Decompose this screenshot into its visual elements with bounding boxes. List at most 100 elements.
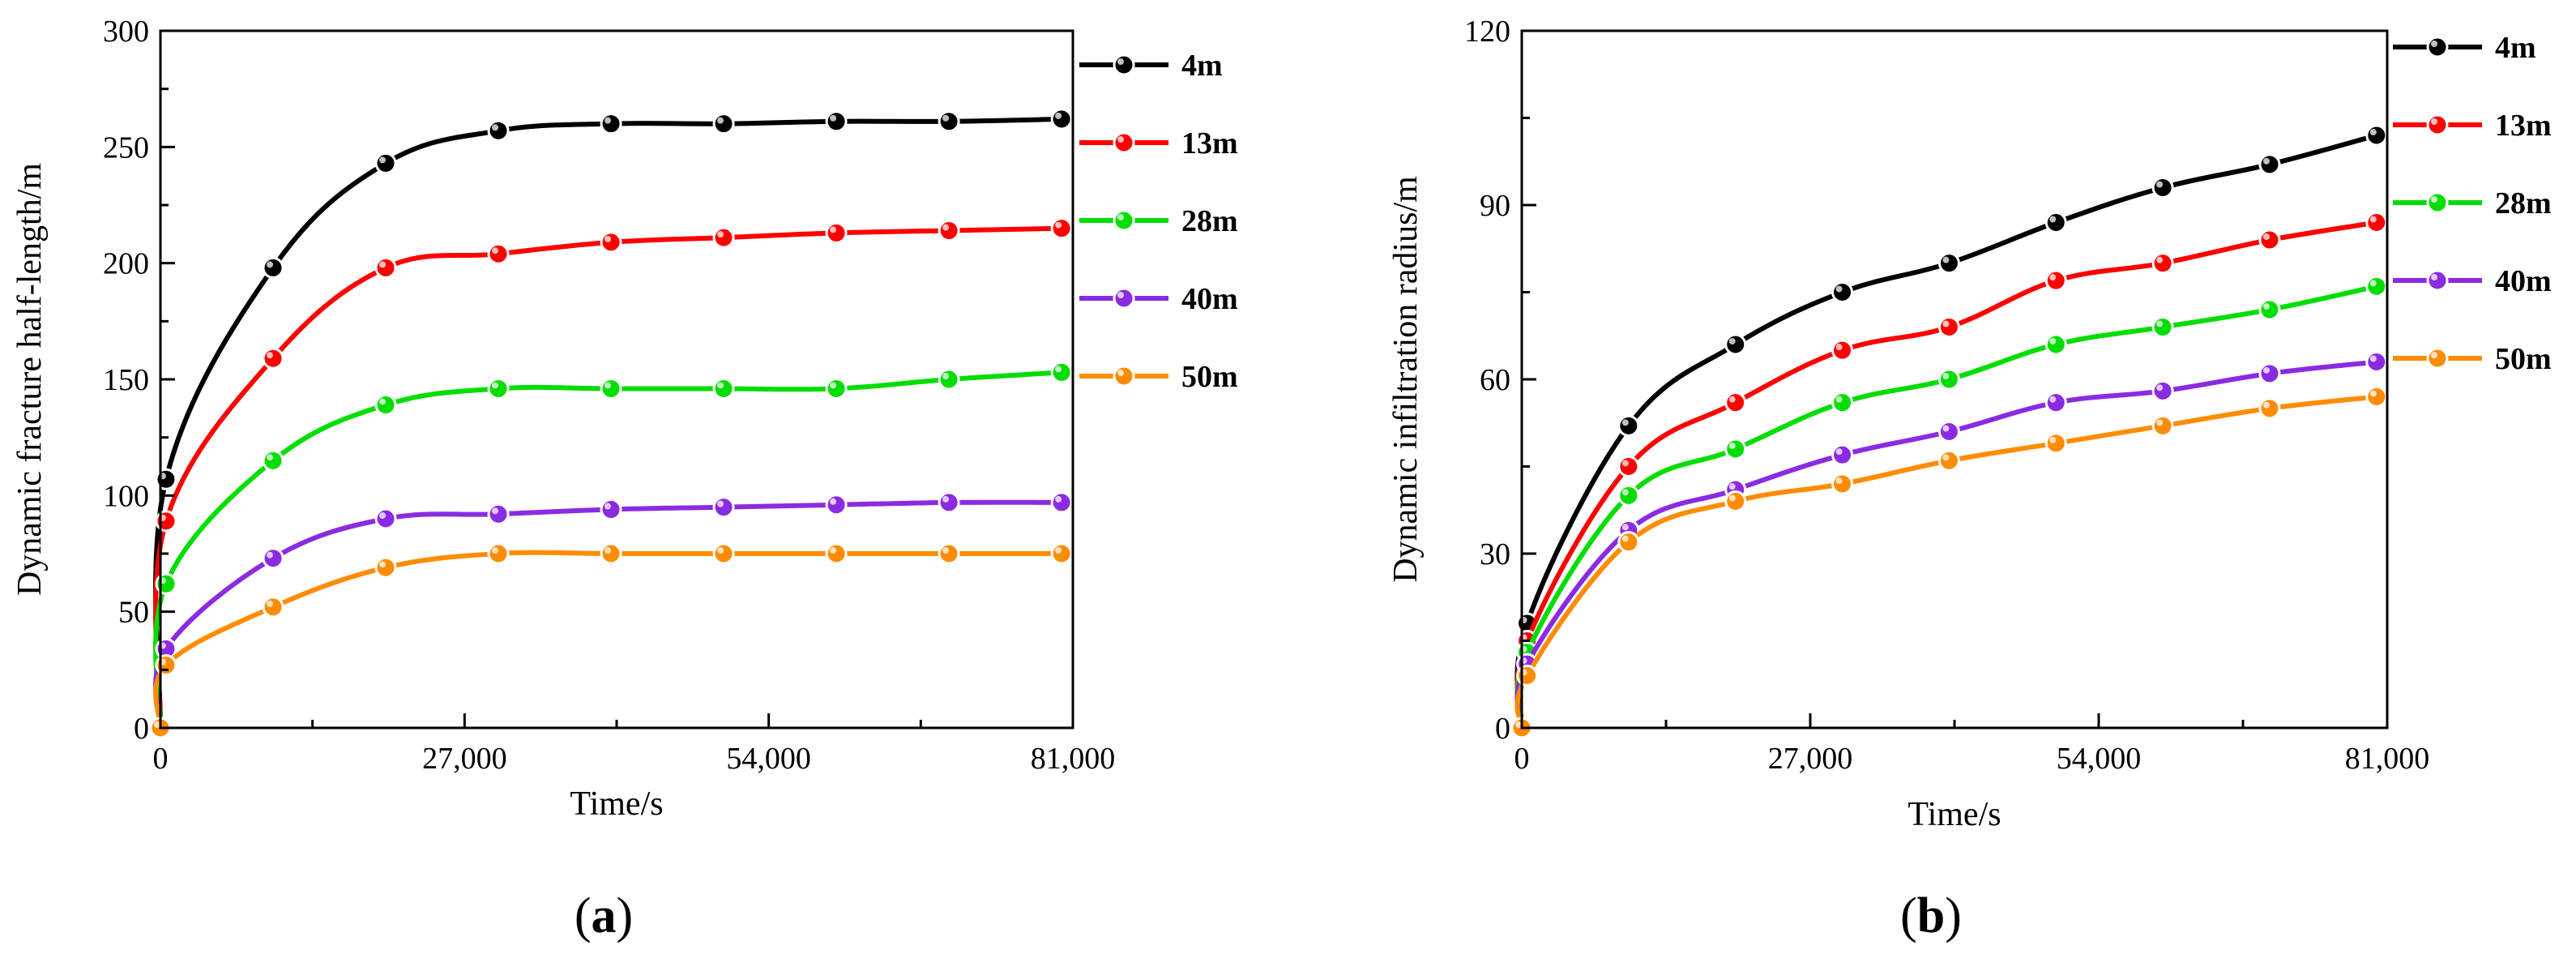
panel-b-legend-label-50m: 50m (2495, 342, 2552, 376)
panel-b-marker-28m-6 (2044, 333, 2067, 356)
panel-a-y-tick-label-1: 50 (118, 596, 149, 630)
panel-a-series-50m (149, 542, 1073, 739)
panel-a-legend: 4m 13m 28m 40m 50m (1079, 49, 1238, 394)
panel-a-marker-50m-6 (712, 542, 735, 565)
panel-b-x-tick-label-1: 27,000 (1768, 742, 1853, 776)
panel-b-legend-label-4m: 4m (2495, 31, 2536, 65)
panel-b-legend: 4m 13m 28m 40m 50m (2393, 31, 2552, 376)
panel-b-marker-shine-40m-4 (1835, 448, 1843, 456)
panel-b-marker-13m-7 (2151, 252, 2174, 275)
panel-b-marker-shine-28m-4 (1835, 396, 1843, 403)
panel-b-marker-4m-9 (2365, 124, 2388, 147)
panel-b-legend-label-13m: 13m (2495, 109, 2552, 143)
panel-b-marker-13m-5 (1937, 316, 1960, 338)
panel-a-marker-shine-50m-8 (942, 547, 950, 554)
panel-b-marker-shine-40m-8 (2262, 366, 2270, 374)
panel-a-marker-28m-2 (262, 449, 284, 472)
panel-a-series-line-4m (153, 116, 1065, 730)
panel-b-marker-shine-13m-8 (2262, 233, 2270, 240)
panel-b-caption-letter: b (1917, 888, 1945, 943)
panel-b-marker-shine-13m-4 (1835, 344, 1843, 351)
panel-a-marker-40m-7 (825, 494, 848, 516)
panel-a-marker-shine-50m-2 (267, 600, 274, 607)
panel-b-legend-marker-shine-40m (2431, 274, 2437, 280)
panel-b-marker-50m-2 (1617, 531, 1640, 554)
panel-a-marker-50m-9 (1050, 542, 1073, 565)
panel-b-legend-marker-shine-13m (2431, 118, 2437, 125)
panel-b-marker-50m-5 (1937, 449, 1960, 472)
panel-a-y-tick-label-4: 200 (103, 247, 149, 281)
panel-b-legend-marker-50m (2426, 347, 2449, 370)
panel-a-marker-13m-7 (825, 221, 848, 244)
panel-a-marker-50m-2 (262, 596, 284, 618)
panel-a-y-axis-title: Dynamic fracture half-length/m (11, 163, 49, 596)
panel-a-marker-28m-5 (600, 377, 622, 400)
panel-b-marker-28m-3 (1724, 438, 1747, 460)
panel-a-legend-marker-shine-50m (1117, 370, 1124, 376)
panel-b-legend-marker-13m (2426, 113, 2449, 136)
panel-a-series-40m (149, 491, 1073, 739)
panel-b-marker-13m-3 (1724, 392, 1747, 414)
panel-a-legend-label-50m: 50m (1181, 360, 1238, 394)
panel-b-marker-shine-50m-2 (1621, 535, 1629, 542)
panel-b-marker-shine-13m-7 (2156, 256, 2164, 263)
panel-a-marker-shine-13m-8 (942, 224, 950, 231)
panel-b-marker-40m-8 (2258, 362, 2281, 385)
panel-b-marker-shine-28m-5 (1942, 373, 1950, 379)
panel-a-marker-shine-13m-3 (379, 261, 387, 268)
panel-a-marker-shine-40m-8 (942, 495, 950, 503)
panel-a-legend-label-40m: 40m (1181, 282, 1238, 316)
panel-a-legend-label-4m: 4m (1181, 49, 1223, 83)
panel-a-marker-28m-4 (487, 377, 510, 400)
panel-a-legend-label-28m: 28m (1181, 204, 1238, 238)
panel-a-marker-shine-40m-3 (379, 512, 387, 519)
panel-b-legend-label-40m: 40m (2495, 264, 2552, 298)
panel-a-marker-shine-40m-6 (717, 500, 724, 507)
panel-a-legend-marker-50m (1113, 365, 1135, 387)
panel-b-series-line-13m (1514, 220, 2379, 730)
panel-b-series-line-28m (1514, 284, 2379, 730)
panel-b-legend-marker-4m (2426, 36, 2449, 58)
panel-a-marker-28m-8 (938, 368, 960, 391)
panel-a-x-tick-label-3: 81,000 (1031, 742, 1116, 776)
panel-a-marker-shine-40m-7 (830, 498, 837, 505)
panel-b-marker-shine-28m-9 (2369, 280, 2377, 287)
panel-b-marker-13m-6 (2044, 269, 2067, 292)
panel-b-marker-40m-9 (2365, 351, 2388, 373)
panel-b-y-tick-label-2: 60 (1480, 363, 1510, 397)
panel-b-y-tick-label-1: 30 (1480, 537, 1510, 571)
panel-a-marker-13m-3 (374, 256, 397, 279)
panel-b-marker-shine-50m-3 (1728, 494, 1736, 502)
panel-a-marker-40m-8 (938, 491, 960, 514)
panel-b-marker-shine-40m-2 (1621, 524, 1629, 531)
panel-a-legend-marker-shine-4m (1117, 58, 1124, 65)
panel-b-marker-50m-6 (2044, 432, 2067, 455)
panel-b-y-axis-title: Dynamic infiltration radius/m (1387, 176, 1425, 583)
panel-a-marker-shine-4m-4 (492, 124, 499, 131)
panel-a-marker-40m-5 (600, 498, 622, 521)
panel-a-marker-shine-4m-5 (604, 117, 612, 124)
panel-b-marker-shine-50m-8 (2262, 401, 2270, 409)
panel-b-marker-shine-40m-9 (2369, 355, 2377, 362)
panel-a-marker-shine-4m-8 (942, 114, 950, 122)
panel-b-x-tick-label-3: 81,000 (2345, 742, 2430, 776)
panel-a-marker-40m-6 (712, 496, 735, 519)
panel-b-legend-marker-shine-4m (2431, 41, 2437, 47)
panel-b-marker-shine-4m-2 (1621, 419, 1629, 426)
panel-b-marker-13m-2 (1617, 456, 1640, 477)
panel-a-marker-4m-4 (487, 119, 510, 142)
panel-a-y-tick-label-0: 0 (134, 712, 149, 746)
panel-b-marker-shine-28m-3 (1728, 443, 1736, 449)
panel-a-x-axis-title: Time/s (570, 785, 663, 823)
panel-b-marker-50m-3 (1724, 490, 1747, 512)
panel-a-legend-marker-shine-28m (1117, 214, 1124, 220)
panel-a-marker-28m-3 (374, 394, 397, 417)
panel-a-legend-marker-4m (1113, 53, 1135, 76)
panel-a-marker-shine-13m-2 (267, 352, 274, 359)
panel-a-marker-28m-6 (712, 377, 735, 400)
panel-b-chart: 0 27,000 54,000 81,000 0 30 60 90 120 Time/s Dynam… (1387, 15, 2552, 833)
panel-a-series-13m (149, 217, 1073, 739)
panel-b-marker-shine-13m-5 (1942, 320, 1950, 327)
panel-b-series-13m (1510, 212, 2388, 739)
panel-b-marker-4m-7 (2151, 177, 2174, 199)
